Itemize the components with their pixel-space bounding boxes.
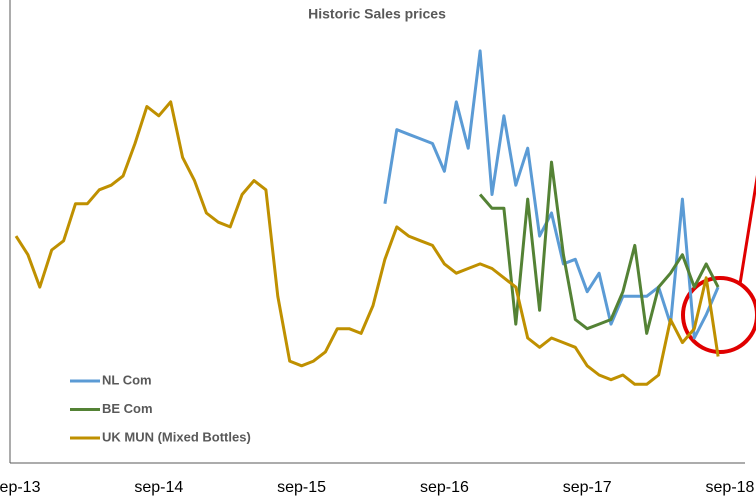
- series-line: [478, 160, 720, 335]
- x-tick-label: sep-18: [706, 479, 755, 496]
- series-line: [14, 100, 720, 386]
- x-tick-label: sep-16: [420, 479, 469, 496]
- chart-title: Historic Sales prices: [308, 6, 446, 22]
- highlight-circle: [681, 276, 756, 354]
- legend-label: UK MUN (Mixed Bottles): [102, 429, 251, 444]
- x-tick-label: sep-17: [563, 479, 612, 496]
- series-line: [383, 49, 720, 340]
- x-tick-label: sep-13: [0, 479, 41, 496]
- x-tick-label: sep-14: [134, 479, 183, 496]
- legend-label: NL Com: [102, 372, 152, 387]
- legend-label: BE Com: [102, 401, 153, 416]
- x-tick-label: sep-15: [277, 479, 326, 496]
- annotation-arrow: [738, 174, 756, 285]
